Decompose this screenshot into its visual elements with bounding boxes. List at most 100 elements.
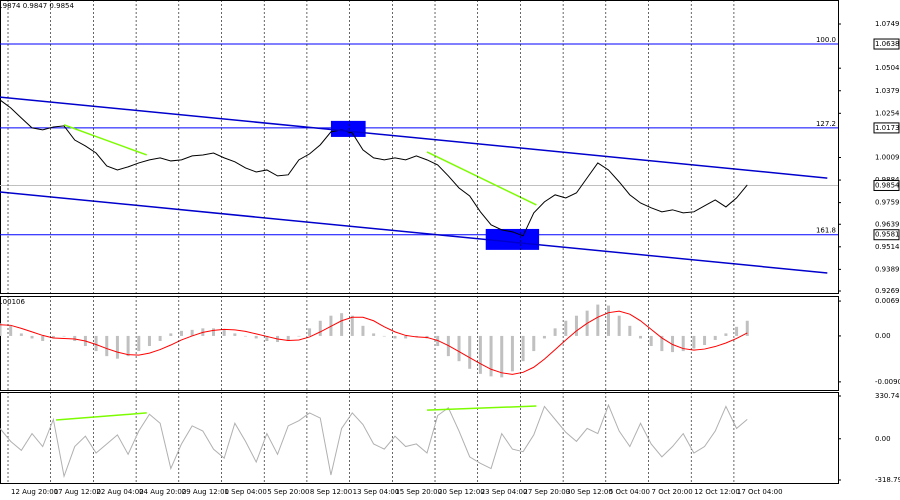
zone-box xyxy=(330,120,366,137)
histogram-bar xyxy=(500,335,504,378)
panel-frame xyxy=(0,296,839,391)
level-price-box xyxy=(873,122,900,134)
x-tick-label: 8 Sep 12:00 xyxy=(310,488,352,496)
y-tick-label: 0.00 xyxy=(875,435,891,443)
y-tick-label: 1.0749 xyxy=(875,20,900,28)
histogram-bar xyxy=(606,305,610,336)
histogram-bar xyxy=(393,335,397,339)
histogram-bar xyxy=(414,335,418,337)
histogram-bar xyxy=(532,335,536,352)
histogram-bar xyxy=(649,335,653,347)
histogram-bar xyxy=(115,335,119,359)
level-price: 1.0638 xyxy=(875,40,900,48)
histogram-bar xyxy=(62,335,66,337)
histogram-bar xyxy=(628,325,632,336)
trend-line xyxy=(0,96,828,179)
x-tick-label: 22 Aug 04:00 xyxy=(96,488,143,496)
histogram-bar xyxy=(318,320,322,336)
histogram-bar xyxy=(222,329,226,336)
histogram-bar xyxy=(660,335,664,352)
histogram-bar xyxy=(382,335,386,337)
zone-box xyxy=(485,228,540,250)
histogram-bar xyxy=(574,315,578,336)
histogram-bar xyxy=(564,320,568,336)
histogram-bar xyxy=(703,335,707,346)
histogram-bar xyxy=(692,335,696,349)
histogram-bar xyxy=(265,335,269,341)
histogram-bar xyxy=(41,335,45,341)
histogram-bar xyxy=(286,335,290,341)
level-price-box xyxy=(873,38,900,50)
series-line xyxy=(0,99,748,237)
histogram-bar xyxy=(745,320,749,336)
histogram-bar xyxy=(724,333,728,336)
current-price: 0.9854 xyxy=(875,181,900,189)
histogram-bar xyxy=(158,335,162,341)
histogram-bar xyxy=(542,335,546,339)
y-tick-label: 0.9514 xyxy=(875,243,900,251)
y-tick-label: 1.0009 xyxy=(875,154,900,162)
histogram-bar xyxy=(617,315,621,336)
histogram-bar xyxy=(137,335,141,352)
x-tick-label: 27 Sep 20:00 xyxy=(523,488,570,496)
histogram-bar xyxy=(244,335,248,337)
trend-line xyxy=(63,124,148,156)
y-tick-label: 0.00 xyxy=(875,332,891,340)
y-tick-label: 1.0254 xyxy=(875,109,900,117)
histogram-bar xyxy=(105,335,109,357)
histogram-bar xyxy=(73,335,77,341)
histogram-bar xyxy=(361,325,365,336)
histogram-bar xyxy=(0,323,2,336)
level-price-box xyxy=(873,229,900,241)
histogram-bar xyxy=(457,335,461,362)
x-tick-label: 23 Sep 04:00 xyxy=(481,488,528,496)
histogram-bar xyxy=(51,335,55,339)
panel-header: 0.9874 0.9847 0.9854 xyxy=(0,2,74,10)
x-tick-label: 17 Oct 04:00 xyxy=(737,488,783,496)
histogram-bar xyxy=(190,329,194,336)
panel-header: 0.00106 xyxy=(0,298,25,306)
x-tick-label: 5 Oct 04:00 xyxy=(609,488,650,496)
x-tick-label: 20 Sep 12:00 xyxy=(438,488,485,496)
histogram-bar xyxy=(372,333,376,336)
histogram-bar xyxy=(233,333,237,336)
y-tick-label: 0.9389 xyxy=(875,265,900,273)
histogram-bar xyxy=(350,315,354,336)
histogram-bar xyxy=(553,328,557,336)
x-tick-label: 12 Oct 12:00 xyxy=(694,488,740,496)
x-tick-label: 1 Sep 04:00 xyxy=(225,488,267,496)
panel-frame xyxy=(0,392,839,484)
histogram-bar xyxy=(735,326,739,336)
level-label: 100.0 xyxy=(816,36,836,44)
level-label: 161.8 xyxy=(816,227,836,235)
x-tick-label: 12 Aug 20:00 xyxy=(11,488,58,496)
histogram-bar xyxy=(510,335,514,372)
histogram-bar xyxy=(179,330,183,336)
x-tick-label: 7 Oct 20:00 xyxy=(652,488,693,496)
histogram-bar xyxy=(521,335,525,362)
histogram-bar xyxy=(19,333,23,336)
histogram-bar xyxy=(308,328,312,336)
level-label: 127.2 xyxy=(816,120,836,128)
x-tick-label: 17 Aug 12:00 xyxy=(54,488,101,496)
trend-line xyxy=(426,151,537,206)
y-tick-label: 330.7482 xyxy=(875,392,900,400)
y-tick-label: 1.0504 xyxy=(875,64,900,72)
y-tick-label: 0.9639 xyxy=(875,220,900,228)
histogram-bar xyxy=(340,313,344,336)
current-price-box xyxy=(873,179,900,191)
trend-line xyxy=(0,191,828,274)
x-tick-label: 13 Sep 04:00 xyxy=(353,488,400,496)
x-tick-label: 30 Sep 12:00 xyxy=(566,488,613,496)
histogram-bar xyxy=(489,335,493,377)
panel-frame xyxy=(0,0,839,294)
x-tick-label: 5 Sep 20:00 xyxy=(267,488,309,496)
histogram-bar xyxy=(212,328,216,336)
histogram-bar xyxy=(254,335,258,339)
histogram-bar xyxy=(596,304,600,336)
y-tick-label: -0.00909 xyxy=(875,378,900,386)
histogram-bar xyxy=(639,335,643,339)
histogram-bar xyxy=(169,333,173,336)
